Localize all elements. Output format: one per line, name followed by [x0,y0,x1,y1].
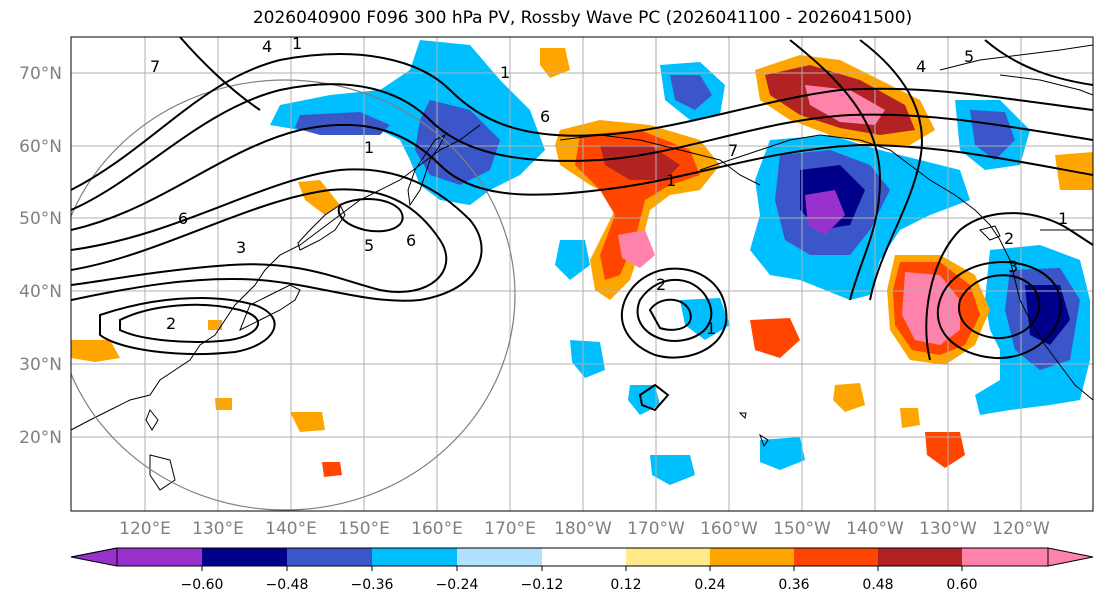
lon-label: 160°W [700,519,758,539]
colorbar-tick-label: −0.60 [181,577,224,593]
contour-label: 7 [150,57,160,76]
pv-shading-layer [71,40,1093,485]
colorbar-segment [542,548,626,566]
colorbar-extend-min [70,547,118,567]
contour-label: 3 [236,238,246,257]
contour-label: 1 [706,319,716,338]
map-frame [70,36,1094,512]
lon-label: 160°E [411,519,463,539]
contour-label: 6 [540,107,550,126]
lon-label: 170°E [484,519,536,539]
contour-label: 7 [728,141,738,160]
contour-label: 4 [916,57,926,76]
contour-label: 1 [500,63,510,82]
colorbar-segment [626,548,710,566]
latitude-labels: 70°N 60°N 50°N 40°N 30°N 20°N [19,64,62,448]
colorbar-tick-label: −0.36 [351,577,394,593]
lon-label: 150°W [773,519,831,539]
lat-label: 30°N [19,355,62,375]
contour-label: 6 [178,209,188,228]
lat-label: 20°N [19,428,62,448]
colorbar-segment [878,548,962,566]
lon-label: 120°E [119,519,171,539]
contour-label: 1 [364,138,374,157]
lon-label: 150°E [338,519,390,539]
contour-labels: 4 1 7 6 1 6 5 6 2 2 1 3 1 2 7 1 4 5 1 3 [150,34,1068,338]
pv-contours [71,37,1093,412]
lon-label: 180°W [554,519,612,539]
colorbar-tick-label: 0.60 [946,577,977,593]
colorbar-tick-label: 0.12 [610,577,641,593]
lon-label: 170°W [627,519,685,539]
lat-label: 50°N [19,209,62,229]
colorbar-tick-label: −0.48 [266,577,309,593]
colorbar-tick-label: −0.24 [436,577,479,593]
colorbar-segment [457,548,542,566]
contour-label: 1 [1058,209,1068,228]
contour-label: 2 [656,275,666,294]
lon-label: 130°W [919,519,977,539]
lon-label: 130°E [192,519,244,539]
contour-label: 6 [406,231,416,250]
contour-label: 2 [166,314,176,333]
contour-label: 1 [666,171,676,190]
lon-label: 140°E [265,519,317,539]
colorbar-segment [117,548,202,566]
colorbar-segment [962,548,1048,566]
contour-label: 3 [1008,257,1018,276]
colorbar-segment [710,548,794,566]
colorbar-segment [202,548,287,566]
coastlines [71,44,1093,491]
longitude-labels: 120°E 130°E 140°E 150°E 160°E 170°E 180°… [119,519,1050,539]
contour-label: 5 [964,47,974,66]
colorbar-tick-label: 0.24 [694,577,725,593]
contour-label: 2 [1004,229,1014,248]
contour-label: 5 [364,236,374,255]
lon-label: 140°W [846,519,904,539]
colorbar-tick-label: −0.12 [521,577,564,593]
colorbar-segment [794,548,878,566]
reference-circle [71,79,516,511]
chart-title: 2026040900 F096 300 hPa PV, Rossby Wave … [252,8,913,28]
colorbar: −0.60 −0.48 −0.36 −0.24 −0.12 0.12 0.24 … [70,547,1094,593]
colorbar-segment [287,548,372,566]
contour-label: 1 [292,34,302,53]
contour-label: 4 [262,37,272,56]
colorbar-extend-max [1047,547,1094,567]
lat-label: 40°N [19,282,62,302]
colorbar-tick-label: 0.36 [778,577,809,593]
lon-label: 120°W [992,519,1050,539]
colorbar-segment [372,548,457,566]
lat-label: 60°N [19,137,62,157]
colorbar-tick-label: 0.48 [862,577,893,593]
lat-label: 70°N [19,64,62,84]
